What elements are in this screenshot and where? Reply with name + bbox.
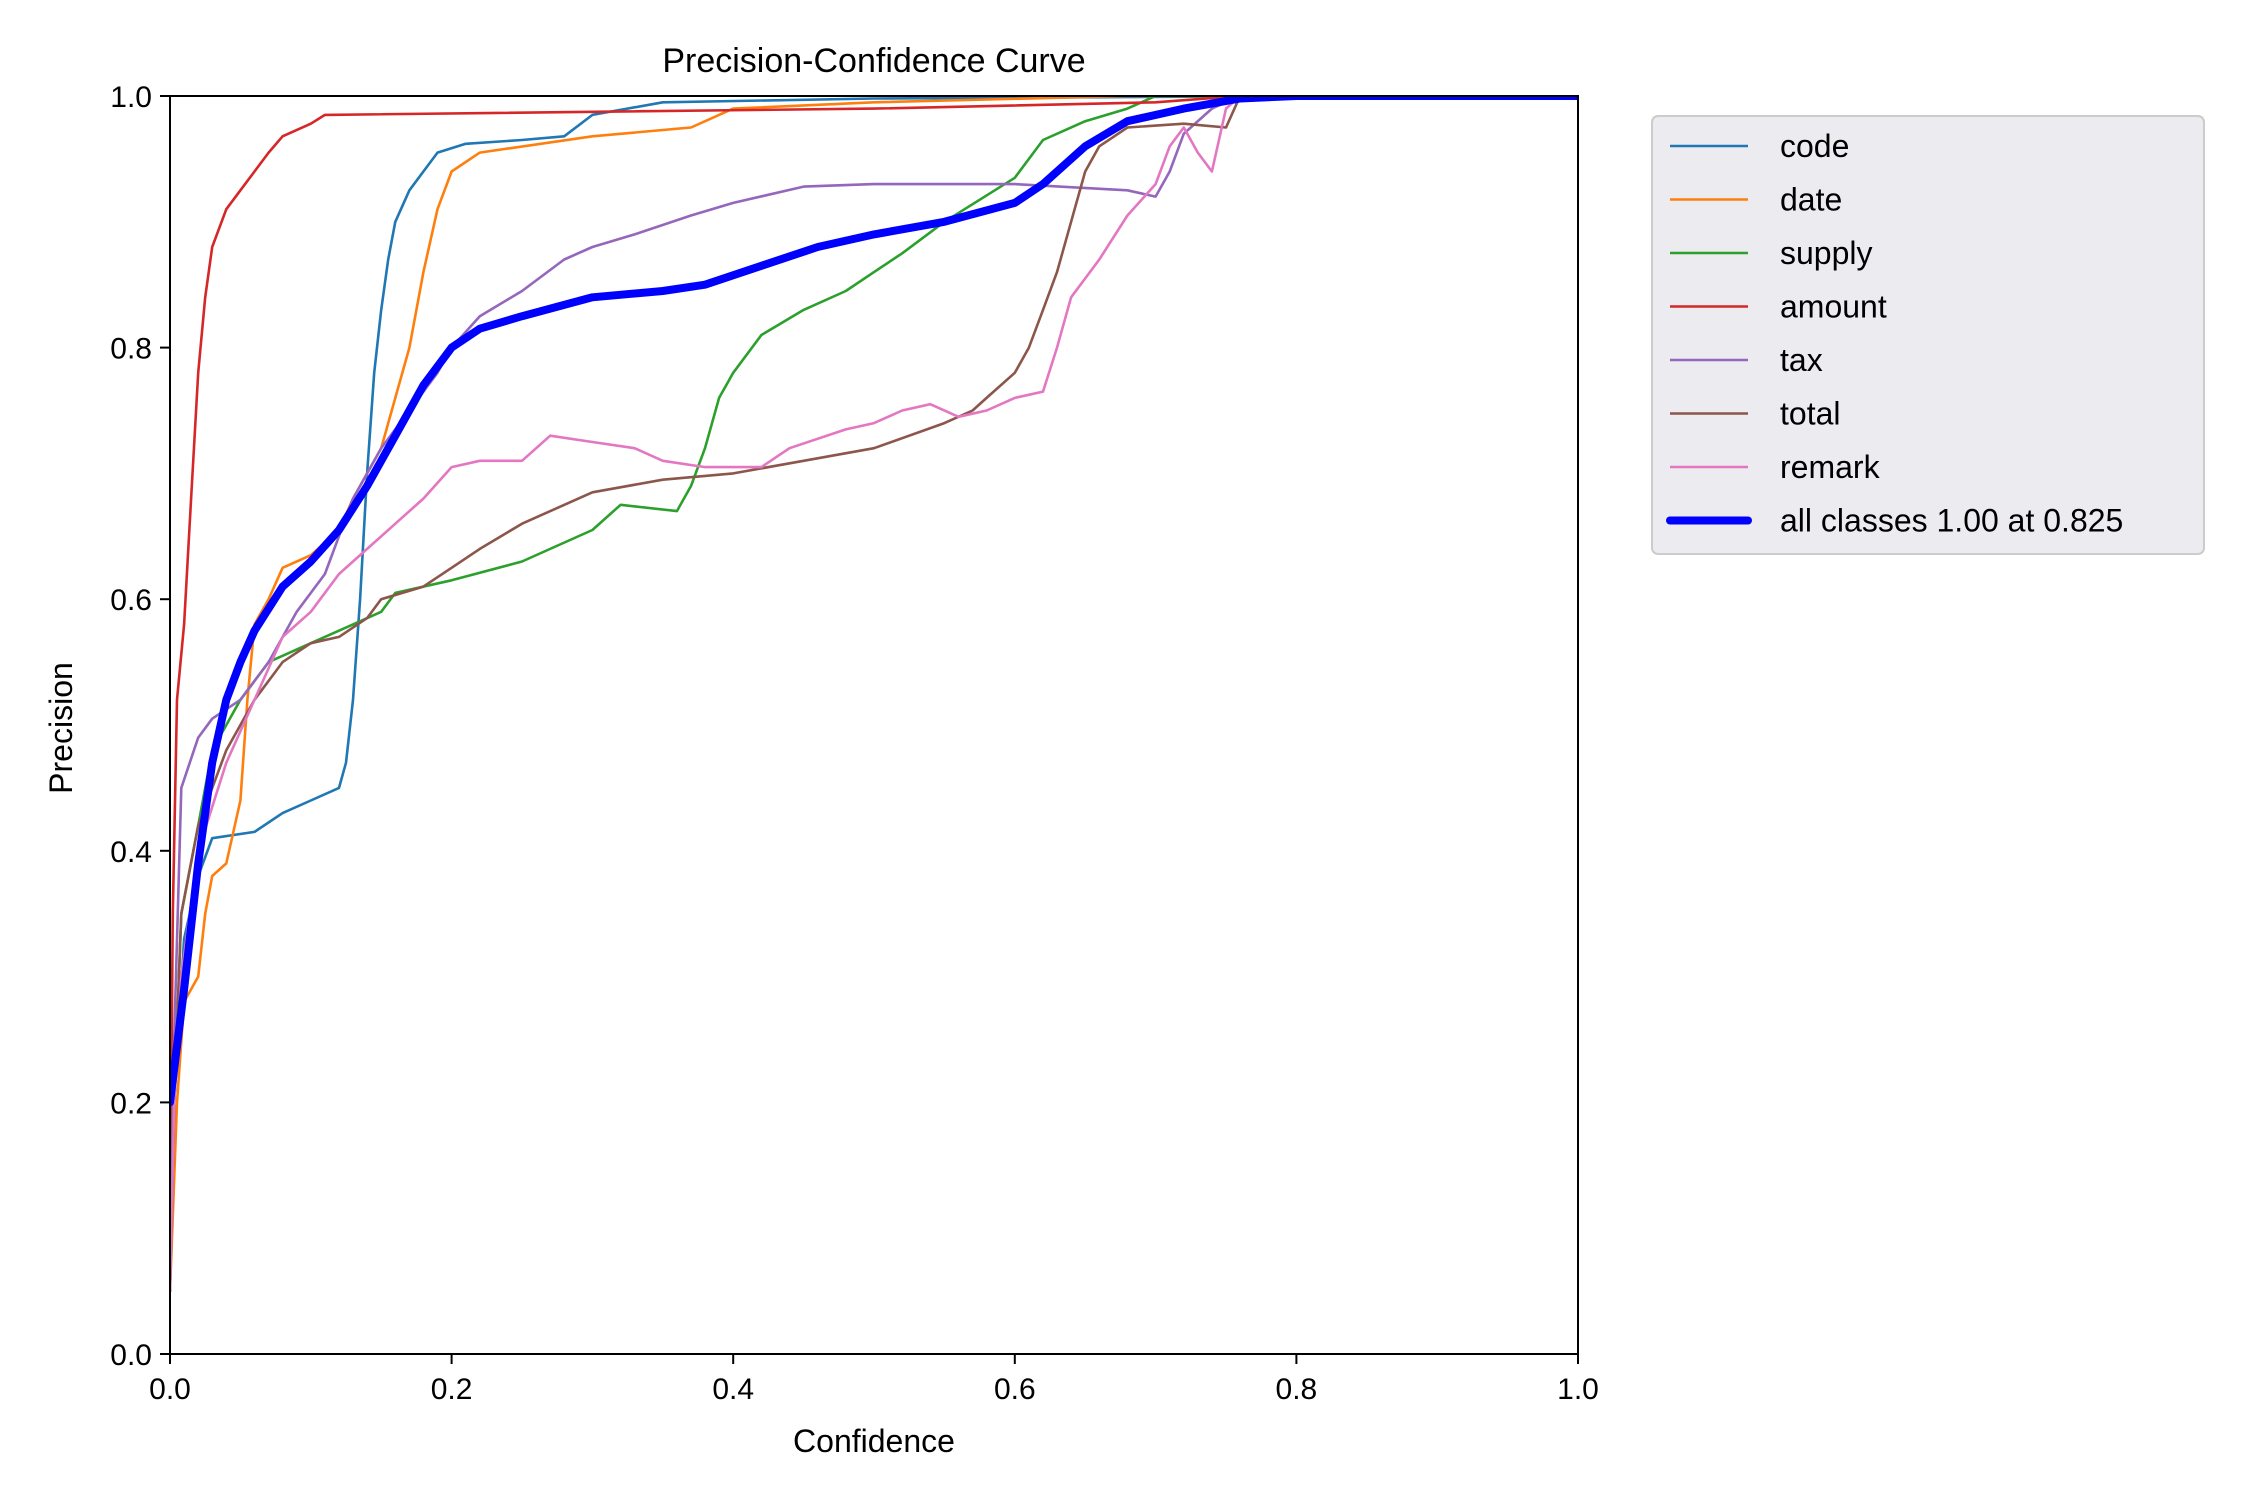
legend-label-5: total <box>1780 396 1840 432</box>
series-line-0 <box>170 96 1578 1293</box>
legend-label-2: supply <box>1780 235 1873 271</box>
y-tick-label: 0.4 <box>110 836 152 869</box>
x-axis: 0.0 0.2 0.4 0.6 0.8 1.0 <box>149 1354 1599 1406</box>
y-tick-label: 1.0 <box>110 81 152 114</box>
legend-label-4: tax <box>1780 342 1823 378</box>
legend-label-7: all classes 1.00 at 0.825 <box>1780 503 2123 539</box>
series-line-7 <box>170 96 1578 1107</box>
series-line-2 <box>170 96 1578 1293</box>
y-tick-label: 0.2 <box>110 1087 152 1120</box>
x-tick-label: 0.8 <box>1276 1373 1318 1406</box>
legend-label-3: amount <box>1780 289 1887 325</box>
legend-label-0: code <box>1780 128 1849 164</box>
x-tick-label: 1.0 <box>1557 1373 1599 1406</box>
y-tick-label: 0.6 <box>110 584 152 617</box>
series-line-5 <box>170 96 1578 1293</box>
x-tick-label: 0.0 <box>149 1373 191 1406</box>
legend-label-1: date <box>1780 182 1842 218</box>
series-layer <box>170 96 1578 1293</box>
series-line-3 <box>170 96 1578 1230</box>
x-tick-label: 0.4 <box>712 1373 754 1406</box>
y-axis: 0.0 0.2 0.4 0.6 0.8 1.0 <box>110 81 170 1372</box>
legend-items: code date supply amount tax total remark all cl… <box>1666 128 2123 539</box>
legend-label-6: remark <box>1780 449 1881 485</box>
chart-title: Precision-Confidence Curve <box>662 42 1085 80</box>
legend: code date supply amount tax total remark all cl… <box>1651 115 2205 555</box>
series-line-1 <box>170 96 1578 1293</box>
plot-frame <box>169 95 1579 1355</box>
series-line-6 <box>170 96 1578 1293</box>
series-line-4 <box>170 96 1578 1293</box>
legend-frame <box>1651 115 2205 555</box>
y-tick-label: 0.8 <box>110 333 152 366</box>
y-axis-label: Precision <box>43 662 79 794</box>
x-tick-label: 0.6 <box>994 1373 1036 1406</box>
x-tick-label: 0.2 <box>431 1373 473 1406</box>
x-axis-label: Confidence <box>793 1423 955 1459</box>
y-tick-label: 0.0 <box>110 1339 152 1372</box>
plot-area <box>169 95 1579 1355</box>
